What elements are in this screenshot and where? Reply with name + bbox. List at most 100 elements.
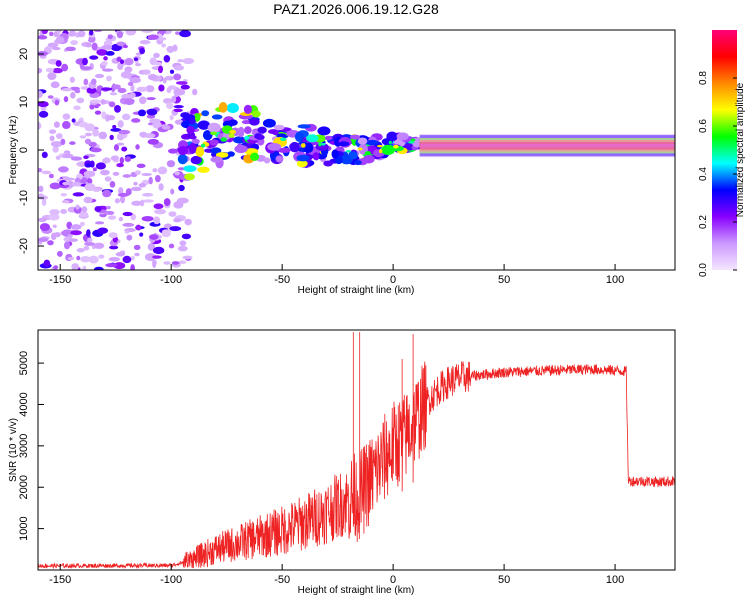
spectrogram-cell	[70, 40, 79, 46]
spectrogram-cell	[56, 30, 62, 34]
spectrogram-cell	[61, 200, 70, 204]
spectrogram-cell	[144, 253, 157, 262]
spectrogram-cell	[133, 181, 138, 186]
spectrogram-cell	[211, 114, 223, 120]
spectrogram-cell	[96, 85, 104, 92]
spectrogram-cell	[170, 188, 175, 195]
spectrogram-cell	[55, 60, 62, 67]
spectrogram-cell	[364, 151, 371, 156]
spectrogram-marks	[38, 30, 675, 270]
spectrogram-cell	[320, 143, 326, 146]
spectrogram-cell	[312, 152, 320, 161]
spectrogram-cell	[183, 165, 197, 172]
spectrogram-cell	[177, 59, 184, 63]
spectrogram-cell	[182, 255, 193, 260]
spectrogram-cell	[138, 183, 146, 188]
snr-x-tick-label: 0	[390, 574, 396, 586]
spectrogram-cell	[70, 230, 82, 236]
spectrogram-cell	[152, 260, 157, 268]
spectrogram-cell	[71, 182, 82, 187]
spectrogram-cell	[218, 102, 228, 113]
spectrogram-cell	[215, 152, 229, 158]
spectrogram-cell	[67, 234, 73, 238]
spectrogram-cell	[173, 105, 184, 109]
spectrogram-cell	[83, 155, 89, 159]
spectrogram-x-tick-label: -100	[160, 274, 182, 286]
spectrogram-cell	[86, 238, 93, 243]
spectrogram-cell	[357, 147, 363, 151]
spectrogram-cell	[69, 76, 75, 83]
colorbar-gradient	[712, 30, 737, 270]
spectrogram-cell	[140, 132, 147, 138]
spectrogram-cell	[105, 51, 115, 56]
spectrogram-cell	[85, 163, 93, 168]
spectrogram-cell	[157, 166, 168, 175]
spectrogram-cell	[171, 261, 180, 265]
spectrogram-cell	[179, 30, 191, 38]
spectrogram-cell	[75, 204, 80, 210]
spectrogram-cell	[353, 160, 362, 166]
spectrogram-cell	[84, 138, 92, 145]
spectrogram-cell	[300, 143, 306, 148]
spectrogram-cell	[38, 167, 43, 173]
colorbar-label: Normalized spectral amplitude	[735, 82, 746, 217]
spectrogram-cell	[118, 216, 124, 222]
spectrogram-x-ticks: -150 -100 -50 0 50 100	[49, 264, 624, 286]
spectrogram-cell	[142, 199, 154, 203]
colorbar-ticks: 0.0 0.2 0.4 0.6 0.8	[698, 71, 737, 277]
spectrogram-cell	[349, 134, 361, 140]
spectrogram-cell	[379, 149, 383, 154]
spectrogram-cell	[100, 169, 110, 176]
spectrogram-cell	[158, 84, 165, 92]
spectrogram-cell	[234, 144, 248, 154]
spectrogram-cell	[72, 192, 85, 197]
spectrogram-cell	[38, 217, 47, 223]
spectrogram-cell	[76, 247, 85, 253]
spectrogram-cell	[178, 260, 187, 265]
spectrogram-cell	[84, 123, 95, 132]
spectrogram-cell	[186, 125, 195, 135]
spectrogram-cell	[67, 256, 75, 261]
spectrogram-cell	[147, 73, 158, 81]
spectrogram-cell	[71, 263, 79, 270]
spectrogram-cell	[146, 97, 156, 101]
spectrogram-cell	[396, 132, 409, 141]
spectrogram-cell	[294, 131, 304, 143]
spectrogram-cell	[135, 144, 140, 150]
snr-line	[38, 332, 675, 570]
spectrogram-cell	[210, 156, 223, 163]
spectrogram-cell	[55, 133, 63, 139]
spectrogram-cell	[134, 252, 140, 257]
spectrogram-cell	[177, 146, 189, 156]
spectrogram-cell	[38, 90, 43, 99]
snr-x-ticks: -150 -100 -50 0 50 100	[49, 564, 624, 586]
spectrogram-cell	[81, 206, 88, 213]
spectrogram-cell	[120, 71, 132, 79]
spectrogram-cell	[149, 234, 159, 240]
spectrogram-cell	[52, 67, 64, 74]
spectrogram-cell	[175, 31, 180, 35]
spectrogram-cell	[79, 211, 89, 218]
spectrogram-cell	[110, 128, 122, 132]
spectrogram-cell	[90, 78, 97, 85]
spectrogram-cell	[317, 126, 331, 136]
snr-x-tick-label: 50	[498, 574, 510, 586]
spectrogram-cell	[143, 133, 156, 139]
spectrogram-x-tick-label: -150	[49, 274, 71, 286]
spectrogram-cell	[38, 67, 43, 74]
spectrogram-cell	[121, 113, 131, 121]
spectrogram-cell	[80, 66, 92, 70]
spectrogram-cell	[108, 256, 121, 262]
spectrogram-tone-halo	[419, 134, 675, 158]
spectrogram-cell	[226, 102, 240, 114]
spectrogram-cell	[116, 133, 125, 141]
spectrogram-cell	[133, 244, 141, 251]
spectrogram-cell	[68, 238, 79, 242]
spectrogram-cell	[113, 144, 120, 151]
spectrogram-cell	[339, 154, 354, 165]
spectrogram-cell	[272, 130, 279, 136]
spectrogram-cell	[173, 65, 185, 71]
spectrogram-cell	[139, 232, 144, 237]
spectrogram-cell	[201, 110, 210, 117]
snr-frame	[37, 329, 676, 571]
